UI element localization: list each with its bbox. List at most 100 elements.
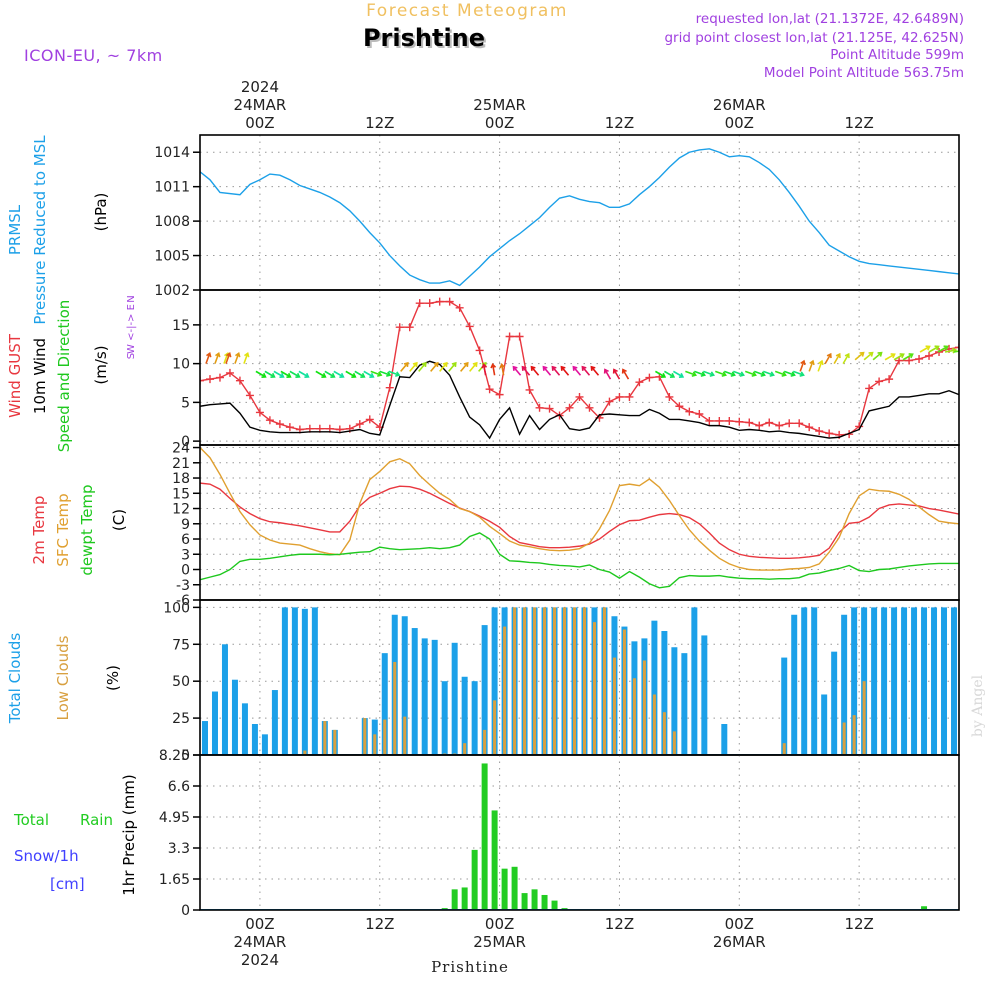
axis-label: dewpt Temp — [78, 484, 96, 575]
compass-south: S — [126, 353, 137, 359]
gust-marker — [715, 416, 724, 425]
wind-arrow — [863, 352, 874, 361]
wind-arrow — [654, 370, 666, 378]
wind-arrow-head — [369, 372, 375, 378]
gust-marker — [495, 390, 504, 399]
data-bar — [471, 849, 478, 910]
gust-marker — [585, 403, 594, 412]
y-tick-label: 6.6 — [168, 779, 190, 795]
wind-arrow — [273, 370, 284, 378]
wind-arrow-head — [225, 351, 232, 358]
wind-arrow — [315, 370, 326, 378]
y-tick-label: 1014 — [154, 145, 190, 161]
data-bar — [672, 731, 676, 755]
wind-arrow — [590, 366, 600, 376]
gust-marker — [785, 419, 794, 428]
data-bar — [271, 690, 278, 755]
gust-marker — [885, 375, 894, 384]
data-bar — [511, 866, 518, 910]
data-bar — [251, 724, 258, 755]
data-bar — [323, 721, 327, 755]
data-bar — [393, 662, 397, 755]
model-label: ICON-EU, ~ 7km — [24, 46, 163, 65]
wind-arrow — [298, 370, 309, 378]
wind-arrow — [560, 366, 570, 376]
axis-label: Speed and Direction — [55, 300, 73, 453]
data-bar — [201, 721, 208, 755]
wind-arrow-head — [612, 368, 618, 374]
bottom-time-label: 00Z — [725, 915, 754, 933]
wind-arrow-head — [481, 363, 488, 369]
wind-arrow-head — [351, 372, 357, 378]
wind-arrow-head — [660, 372, 667, 378]
data-bar — [463, 743, 467, 755]
gust-marker — [395, 323, 404, 332]
wind-arrow-head — [844, 352, 850, 359]
axis-label-total: Total — [13, 811, 49, 829]
wind-arrow — [345, 370, 356, 378]
wind-arrow — [622, 369, 630, 380]
wind-arrow-head — [386, 371, 392, 377]
gust-marker — [405, 323, 414, 332]
data-bar — [363, 718, 367, 755]
wind-arrow — [400, 362, 409, 372]
wind-arrow — [551, 366, 561, 376]
y-tick-label: 1005 — [154, 249, 190, 265]
data-bar — [701, 635, 708, 755]
gust-marker — [265, 416, 274, 425]
wind-arrow — [774, 370, 786, 376]
gust-marker — [425, 299, 434, 308]
gust-marker — [865, 384, 874, 393]
data-bar — [781, 657, 788, 755]
data-bar — [333, 729, 337, 755]
wind-arrow — [833, 353, 841, 365]
wind-arrow-head — [809, 359, 815, 366]
data-bar — [451, 642, 458, 755]
wind-arrow — [919, 345, 930, 353]
axis-label: 2m Temp — [30, 496, 48, 565]
data-bar — [563, 607, 567, 755]
gust-marker — [665, 392, 674, 401]
data-bar — [931, 607, 938, 755]
wind-arrow-head — [934, 345, 940, 351]
wind-arrow-head — [360, 372, 366, 378]
y-tick-label: 0 — [181, 903, 190, 919]
data-bar — [533, 607, 537, 755]
wind-arrow — [264, 370, 275, 378]
gust-marker — [755, 421, 764, 430]
gust-marker — [545, 404, 554, 413]
wind-arrow — [530, 366, 540, 376]
panel-2: 0 5 10 15 Wind GUST 10m Wind Speed and Directi… — [6, 289, 960, 453]
data-bar — [662, 712, 666, 755]
gust-marker — [645, 373, 654, 382]
data-bar — [461, 887, 468, 910]
chart-title-shadow: Prishtine — [365, 26, 487, 54]
wind-arrow-head — [542, 365, 548, 371]
bottom-time-label: 25MAR — [473, 933, 526, 951]
watermark: by Angel — [970, 674, 986, 737]
axis-label-rain: Rain — [80, 811, 113, 829]
wind-arrow-head — [899, 353, 905, 359]
data-bar — [403, 716, 407, 755]
data-bar — [801, 607, 808, 755]
gust-marker — [255, 408, 264, 417]
gust-marker — [565, 403, 574, 412]
gust-marker — [685, 407, 694, 416]
gust-marker — [675, 402, 684, 411]
wind-arrow-head — [463, 361, 469, 368]
gust-marker — [415, 299, 424, 308]
data-bar — [521, 893, 528, 910]
wind-arrow — [370, 370, 382, 376]
wind-arrow-head — [261, 372, 267, 378]
wind-arrow — [937, 345, 948, 353]
axis-label: PRMSL — [6, 204, 24, 255]
wind-arrow — [388, 370, 400, 376]
wind-arrow-head — [709, 371, 716, 377]
wind-arrow-head — [700, 371, 707, 377]
wind-arrow — [280, 370, 291, 378]
data-bar — [503, 626, 507, 755]
wind-arrow-head — [790, 371, 796, 377]
wind-arrow-head — [421, 361, 427, 368]
data-bar — [211, 691, 218, 755]
bottom-time-label: 24MAR — [234, 933, 287, 951]
